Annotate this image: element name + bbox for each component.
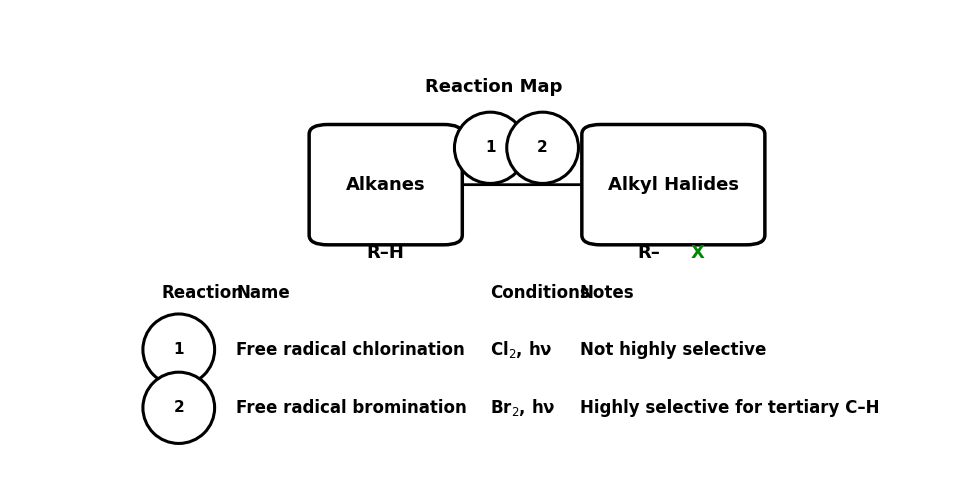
Text: Reaction Map: Reaction Map (425, 78, 563, 96)
Ellipse shape (143, 314, 215, 385)
Text: 2: 2 (537, 140, 548, 155)
Text: Conditions: Conditions (491, 284, 590, 302)
Ellipse shape (507, 112, 578, 183)
Text: Alkyl Halides: Alkyl Halides (608, 176, 738, 194)
Text: Highly selective for tertiary C–H: Highly selective for tertiary C–H (580, 399, 879, 417)
Text: 2: 2 (174, 400, 184, 415)
Ellipse shape (454, 112, 526, 183)
Text: Name: Name (236, 284, 290, 302)
Text: 1: 1 (485, 140, 495, 155)
Text: Alkanes: Alkanes (346, 176, 425, 194)
Text: Free radical bromination: Free radical bromination (236, 399, 467, 417)
Text: Br$_{2}$, hν: Br$_{2}$, hν (491, 397, 556, 418)
Text: 1: 1 (174, 342, 184, 357)
Text: R–H: R–H (366, 243, 405, 262)
FancyBboxPatch shape (582, 124, 764, 245)
Text: R–: R– (637, 243, 660, 262)
Text: X: X (690, 243, 705, 262)
Text: Cl$_{2}$, hν: Cl$_{2}$, hν (491, 339, 553, 360)
FancyBboxPatch shape (309, 124, 463, 245)
Text: Notes: Notes (580, 284, 634, 302)
Ellipse shape (143, 372, 215, 444)
Text: Reaction: Reaction (162, 284, 244, 302)
Text: Not highly selective: Not highly selective (580, 341, 766, 359)
Text: Free radical chlorination: Free radical chlorination (236, 341, 465, 359)
